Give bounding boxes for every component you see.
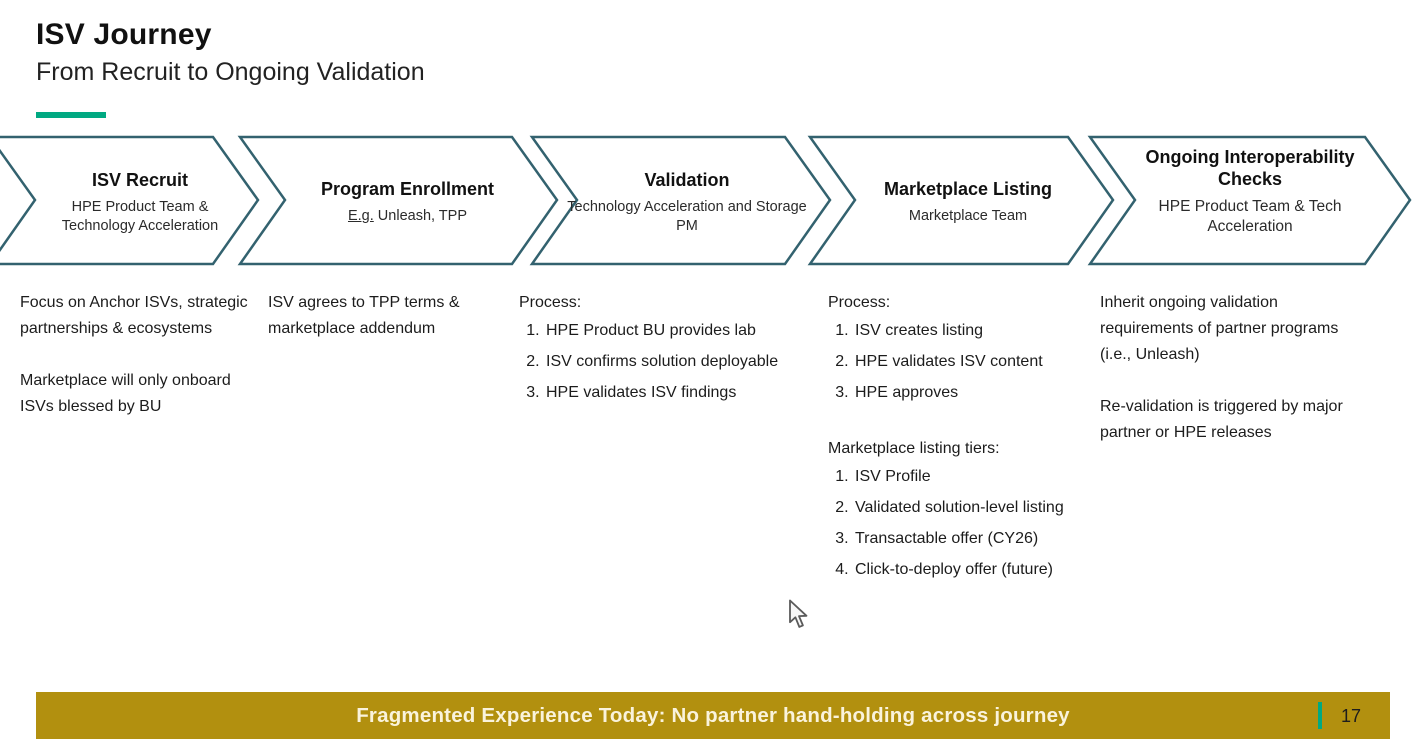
column-isv-recruit-notes: Focus on Anchor ISVs, strategic partners… — [20, 290, 260, 420]
paragraph: Inherit ongoing validation requirements … — [1100, 294, 1339, 363]
chevron-label-ongoing-checks: Ongoing Interoperability Checks HPE Prod… — [1122, 147, 1378, 238]
paragraph: Focus on Anchor ISVs, strategic partners… — [20, 294, 248, 337]
page-number: 17 — [1341, 706, 1362, 726]
slide-header: ISV Journey From Recruit to Ongoing Vali… — [36, 18, 425, 87]
title-accent-bar — [36, 112, 106, 118]
list-item: HPE validates ISV content — [853, 349, 1113, 375]
list-item: HPE validates ISV findings — [544, 380, 821, 406]
banner-text: Fragmented Experience Today: No partner … — [356, 703, 1070, 727]
process-list: Process: ISV creates listing HPE validat… — [828, 290, 1113, 406]
chevron-title: Marketplace Listing — [883, 179, 1053, 199]
chevron-label-isv-recruit: ISV Recruit HPE Product Team & Technolog… — [40, 170, 240, 236]
slide-subtitle: From Recruit to Ongoing Validation — [36, 57, 425, 86]
list-heading: Process: — [519, 294, 582, 311]
paragraph: ISV agrees to TPP terms & marketplace ad… — [268, 294, 460, 337]
list-item: Click-to-deploy offer (future) — [853, 557, 1113, 583]
list-item: ISV creates listing — [853, 318, 1113, 344]
mouse-cursor-icon — [789, 599, 808, 628]
chevron-subtitle: HPE Product Team & Tech Acceleration — [1158, 197, 1342, 236]
chevron-subtitle: E.g. Unleash, TPP — [290, 207, 525, 226]
list-item: ISV Profile — [853, 464, 1113, 490]
column-program-enrollment-notes: ISV agrees to TPP terms & marketplace ad… — [268, 290, 520, 342]
bottom-banner: Fragmented Experience Today: No partner … — [36, 692, 1390, 739]
paragraph: Re-validation is triggered by major part… — [1100, 398, 1343, 441]
column-marketplace-listing-notes: Process: ISV creates listing HPE validat… — [828, 290, 1113, 588]
chevron-subtitle: HPE Product Team & Technology Accelerati… — [61, 198, 219, 235]
chevron-subtitle-underlined: E.g. — [347, 207, 374, 224]
chevron-label-marketplace-listing: Marketplace Listing Marketplace Team — [848, 179, 1088, 226]
chevron-subtitle-rest: Unleash, TPP — [373, 207, 468, 224]
column-validation-notes: Process: HPE Product BU provides lab ISV… — [519, 290, 821, 411]
paragraph: Marketplace will only onboard ISVs bless… — [20, 372, 231, 415]
chevron-title: Validation — [644, 170, 730, 190]
page-number-accent-bar — [1318, 702, 1322, 729]
list-heading: Marketplace listing tiers: — [828, 440, 1000, 457]
list-item: Transactable offer (CY26) — [853, 526, 1113, 552]
list-item: HPE Product BU provides lab — [544, 318, 821, 344]
chevron-subtitle: Marketplace Team — [908, 207, 1028, 224]
chevron-label-program-enrollment: Program Enrollment E.g. Unleash, TPP — [290, 179, 525, 226]
chevron-subtitle: Technology Acceleration and Storage PM — [567, 198, 807, 235]
slide-title: ISV Journey — [36, 18, 212, 51]
tiers-list: Marketplace listing tiers: ISV Profile V… — [828, 436, 1113, 583]
list-item: Validated solution-level listing — [853, 495, 1113, 521]
process-list: Process: HPE Product BU provides lab ISV… — [519, 290, 821, 406]
chevron-title: ISV Recruit — [91, 170, 189, 190]
list-item: ISV confirms solution deployable — [544, 349, 821, 375]
column-ongoing-checks-notes: Inherit ongoing validation requirements … — [1100, 290, 1360, 446]
chevron-title: Program Enrollment — [320, 179, 495, 199]
chevron-label-validation: Validation Technology Acceleration and S… — [567, 170, 807, 236]
list-item: HPE approves — [853, 380, 1113, 406]
list-heading: Process: — [828, 294, 891, 311]
chevron-title: Ongoing Interoperability Checks — [1145, 147, 1355, 189]
